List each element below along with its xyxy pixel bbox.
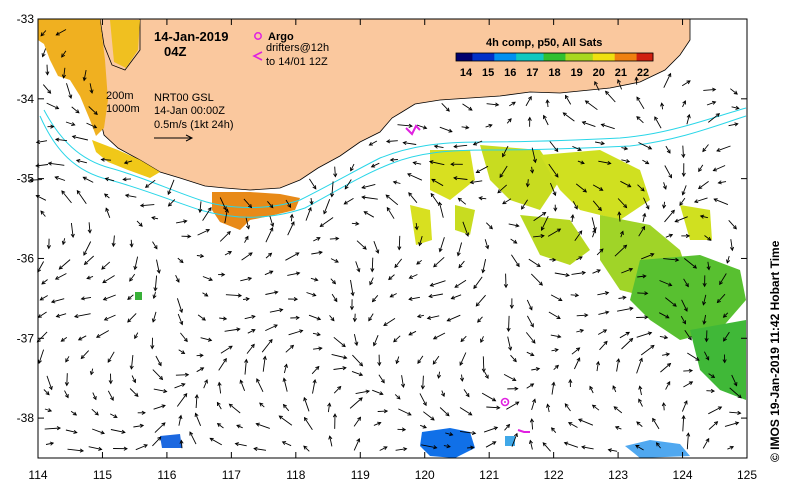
colorbar-ticks: 14 15 16 17 18 19 20 21 22 [460, 67, 649, 79]
isobath-1000-label: 1000m [106, 103, 140, 115]
colorbar-swatch [527, 53, 533, 61]
colorbar-swatch [483, 53, 489, 61]
colorbar-swatch [555, 53, 561, 61]
colorbar-tick-label: 17 [526, 67, 538, 79]
lon-tick-label: 120 [415, 468, 435, 482]
colorbar-swatch [516, 53, 522, 61]
colorbar-tick-label: 14 [460, 67, 473, 79]
drifters-label: drifters@12h [266, 42, 329, 54]
colorbar-swatch [571, 53, 577, 61]
colorbar-swatch [576, 53, 582, 61]
colorbar-tick-label: 19 [571, 67, 583, 79]
colorbar-swatch [549, 53, 555, 61]
lon-tick-label: 124 [673, 468, 693, 482]
colorbar-swatch [609, 53, 615, 61]
current-vector [176, 375, 188, 376]
lon-tick-label: 122 [544, 468, 564, 482]
date-label: 14-Jan-2019 [154, 29, 228, 44]
colorbar-title: 4h comp, p50, All Sats [486, 37, 602, 49]
lat-tick-label: -34 [17, 92, 35, 106]
lon-tick-label: 121 [479, 468, 499, 482]
lon-tick-label: 118 [286, 468, 305, 482]
colorbar-swatch [522, 53, 528, 61]
current-vector [399, 236, 400, 250]
colorbar-swatch [642, 53, 648, 61]
lon-tick-label: 123 [608, 468, 628, 482]
colorbar-swatch [587, 53, 593, 61]
colorbar-tick-label: 16 [504, 67, 516, 79]
lon-tick-label: 119 [351, 468, 370, 482]
colorbar-swatch [505, 53, 511, 61]
colorbar-tick-label: 22 [637, 67, 649, 79]
colorbar-swatch [478, 53, 484, 61]
colorbar-tick-label: 20 [593, 67, 605, 79]
colorbar-tick-label: 15 [482, 67, 494, 79]
speed-scale-label: 0.5m/s (1kt 24h) [154, 119, 233, 131]
product-time: 14-Jan 00:00Z [154, 105, 225, 117]
colorbar-swatch [538, 53, 544, 61]
lat-tick-label: -37 [17, 331, 35, 345]
current-vector [509, 316, 510, 331]
lon-tick-label: 114 [28, 468, 47, 482]
colorbar-swatch [472, 53, 478, 61]
colorbar-swatch [544, 53, 550, 61]
colorbar-swatch [533, 53, 539, 61]
colorbar-swatch [467, 53, 473, 61]
colorbar-swatch [626, 53, 632, 61]
colorbar-tick-label: 21 [615, 67, 627, 79]
lat-tick-label: -33 [17, 12, 35, 26]
current-vector [67, 373, 68, 385]
current-vector [483, 356, 484, 371]
colorbar-swatch [500, 53, 506, 61]
colorbar-swatches [456, 53, 654, 61]
credit-label: © IMOS 19-Jan-2019 11:42 Hobart Time [768, 240, 782, 462]
colorbar-swatch [461, 53, 467, 61]
colorbar-swatch [593, 53, 599, 61]
colorbar-swatch [620, 53, 626, 61]
colorbar-swatch [565, 53, 571, 61]
lat-tick-label: -38 [17, 411, 35, 425]
colorbar-swatch [560, 53, 566, 61]
lon-tick-label: 116 [157, 468, 176, 482]
lat-tick-label: -35 [17, 172, 35, 186]
lon-tick-label: 117 [222, 468, 241, 482]
colorbar-swatch [582, 53, 588, 61]
isobath-200-label: 200m [106, 90, 134, 102]
colorbar-swatch [631, 53, 637, 61]
time-label: 04Z [164, 44, 186, 59]
lat-tick-label: -36 [17, 251, 35, 265]
colorbar-swatch [511, 53, 517, 61]
colorbar-swatch [456, 53, 462, 61]
colorbar-swatch [604, 53, 610, 61]
current-vector [372, 258, 373, 272]
colorbar-tick-label: 18 [548, 67, 560, 79]
colorbar-swatch [598, 53, 604, 61]
colorbar-swatch [637, 53, 643, 61]
colorbar-swatch [489, 53, 495, 61]
colorbar-swatch [494, 53, 500, 61]
product-label: NRT00 GSL [154, 92, 214, 104]
lon-tick-label: 125 [737, 468, 757, 482]
colorbar-swatch [615, 53, 621, 61]
drifters-to-label: to 14/01 12Z [266, 56, 328, 68]
lon-tick-label: 115 [93, 468, 112, 482]
